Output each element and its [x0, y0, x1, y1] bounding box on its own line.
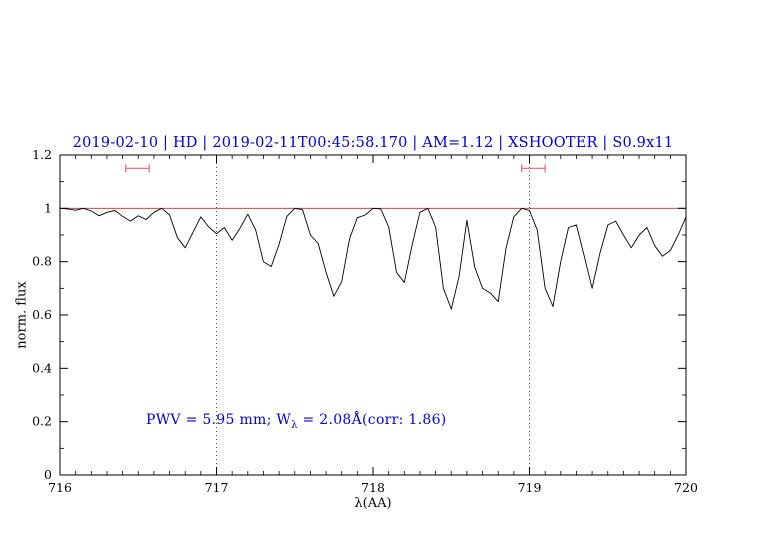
plot-title: 2019-02-10 | HD | 2019-02-11T00:45:58.17… — [72, 135, 674, 151]
y-axis-label: norm. flux — [14, 281, 30, 349]
x-axis-label: λ(AA) — [354, 496, 392, 511]
svg-text:0: 0 — [44, 467, 52, 482]
pwv-annotation: PWV = 5.95 mm; Wλ = 2.08Å(corr: 1.86) — [146, 412, 447, 431]
svg-text:0.2: 0.2 — [32, 414, 52, 429]
svg-text:0.6: 0.6 — [32, 307, 52, 322]
pwv-annotation-prefix: PWV = 5.95 mm; W — [146, 412, 292, 428]
svg-text:716: 716 — [48, 480, 72, 495]
pwv-annotation-subscript: λ — [291, 419, 298, 431]
svg-text:719: 719 — [518, 480, 542, 495]
svg-text:717: 717 — [205, 480, 229, 495]
svg-text:718: 718 — [361, 480, 385, 495]
svg-text:1.2: 1.2 — [32, 147, 52, 162]
pwv-annotation-suffix: = 2.08Å(corr: 1.86) — [297, 412, 447, 428]
svg-text:720: 720 — [674, 480, 698, 495]
svg-text:0.4: 0.4 — [32, 360, 52, 375]
svg-text:1: 1 — [44, 200, 52, 215]
svg-text:0.8: 0.8 — [32, 254, 52, 269]
